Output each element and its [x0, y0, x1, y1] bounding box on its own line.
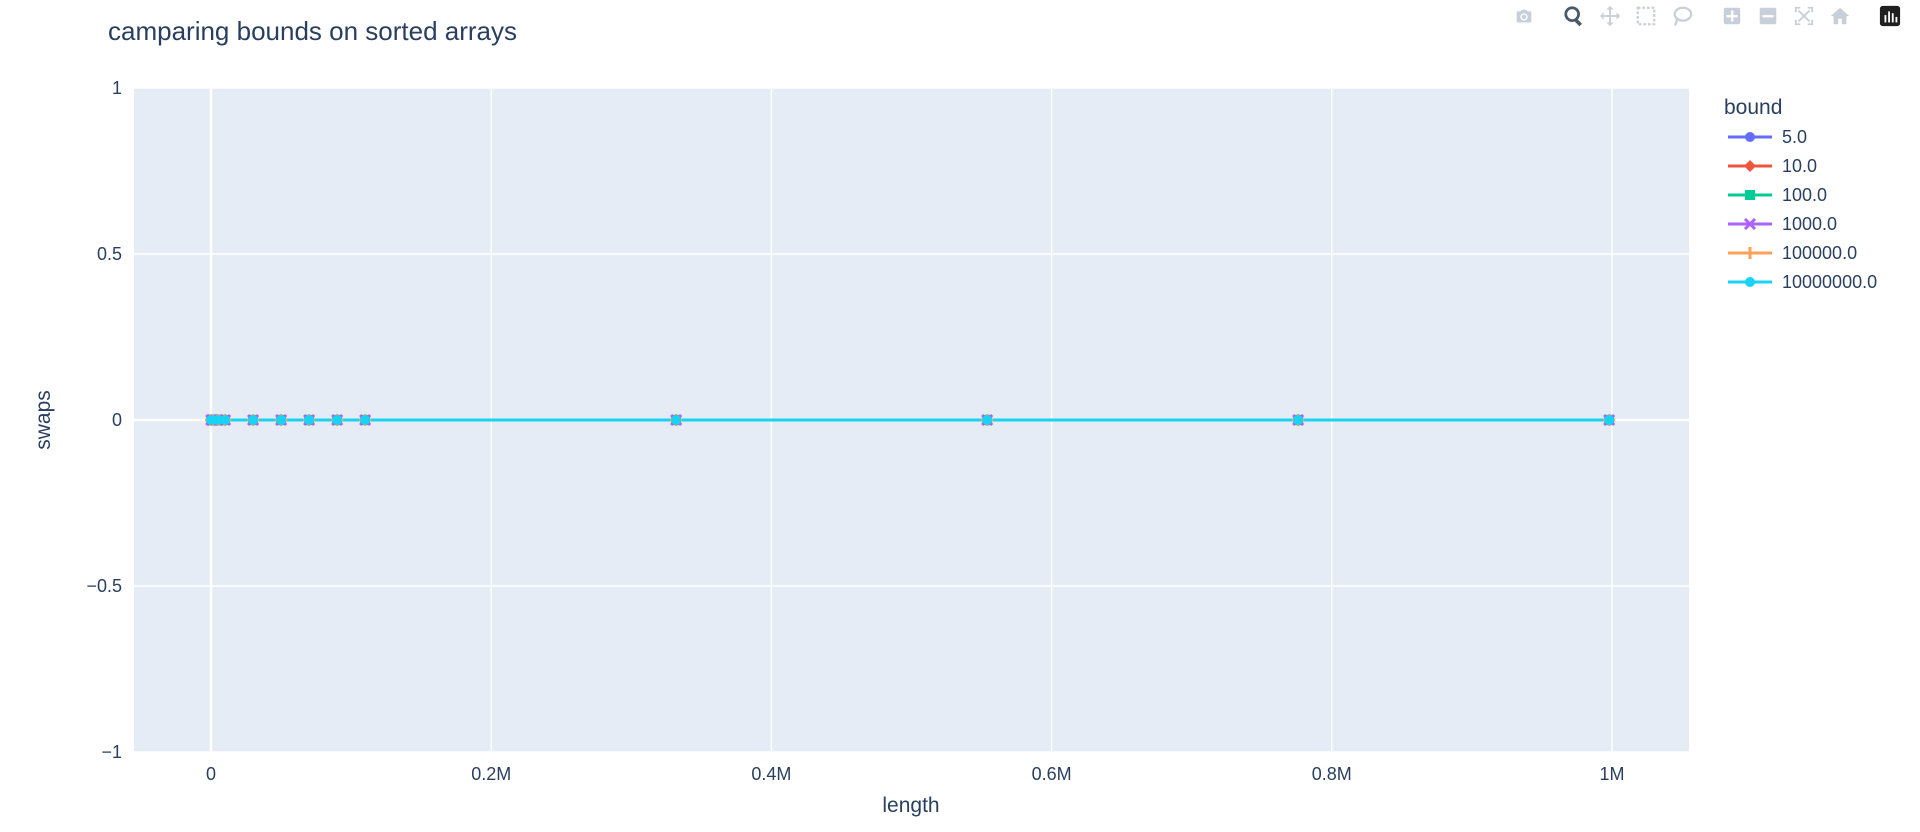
autoscale-icon[interactable]: [1786, 2, 1822, 30]
data-point[interactable]: [304, 415, 315, 425]
legend-item[interactable]: 10.0: [1782, 156, 1817, 176]
modebar: [1506, 2, 1908, 30]
x-tick-label: 0.2M: [471, 764, 511, 784]
data-point[interactable]: [332, 415, 343, 425]
legend-item[interactable]: 5.0: [1782, 127, 1807, 147]
lasso-icon[interactable]: [1664, 2, 1700, 30]
data-point[interactable]: [248, 415, 259, 425]
x-tick-label: 0.8M: [1312, 764, 1352, 784]
x-tick-label: 1M: [1599, 764, 1624, 784]
legend-swatch-marker[interactable]: [1745, 190, 1755, 200]
data-point[interactable]: [982, 415, 993, 425]
box-select-icon[interactable]: [1628, 2, 1664, 30]
legend-item[interactable]: 100.0: [1782, 185, 1827, 205]
plotly-logo-icon[interactable]: [1872, 2, 1908, 30]
data-point[interactable]: [213, 415, 224, 425]
data-point[interactable]: [220, 415, 231, 425]
legend-swatch-marker[interactable]: [1744, 160, 1756, 172]
legend-swatch-marker[interactable]: [1745, 132, 1755, 142]
y-tick-label: 0.5: [97, 244, 122, 264]
x-tick-label: 0.6M: [1032, 764, 1072, 784]
x-axis-label: length: [882, 794, 939, 817]
legend-swatch-marker[interactable]: [1744, 247, 1756, 259]
legend-item[interactable]: 1000.0: [1782, 214, 1837, 234]
legend-item[interactable]: 100000.0: [1782, 243, 1857, 263]
x-tick-label: 0: [206, 764, 216, 784]
legend: bound 5.0 10.0 100.0 1000.0 100000.0 10000000…: [1724, 96, 1877, 292]
legend-item[interactable]: 10000000.0: [1782, 272, 1877, 292]
y-tick-label: 0: [112, 410, 122, 430]
series-points: [205, 413, 1616, 427]
y-tick-label: −1: [101, 742, 122, 762]
data-point[interactable]: [276, 415, 287, 425]
x-tick-label: 0.4M: [751, 764, 791, 784]
data-point[interactable]: [1604, 415, 1615, 425]
legend-swatch-marker[interactable]: [1745, 277, 1755, 287]
y-tick-label: −0.5: [86, 576, 122, 596]
chart-title: camparing bounds on sorted arrays: [108, 16, 517, 46]
y-tick-label: 1: [112, 78, 122, 98]
legend-title: bound: [1724, 96, 1782, 119]
y-tick-labels: −1 −0.5 0 0.5 1: [86, 78, 122, 762]
pan-icon[interactable]: [1592, 2, 1628, 30]
zoom-out-icon[interactable]: [1750, 2, 1786, 30]
zoom-icon[interactable]: [1556, 2, 1592, 30]
x-tick-labels: 0 0.2M 0.4M 0.6M 0.8M 1M: [206, 764, 1624, 784]
data-point[interactable]: [1293, 415, 1304, 425]
reset-axes-icon[interactable]: [1822, 2, 1858, 30]
zoom-in-icon[interactable]: [1714, 2, 1750, 30]
data-point[interactable]: [360, 415, 371, 425]
y-axis-label: swaps: [32, 390, 55, 450]
data-point[interactable]: [671, 415, 682, 425]
legend-swatch-marker[interactable]: [1743, 217, 1757, 231]
camera-icon[interactable]: [1506, 2, 1542, 30]
